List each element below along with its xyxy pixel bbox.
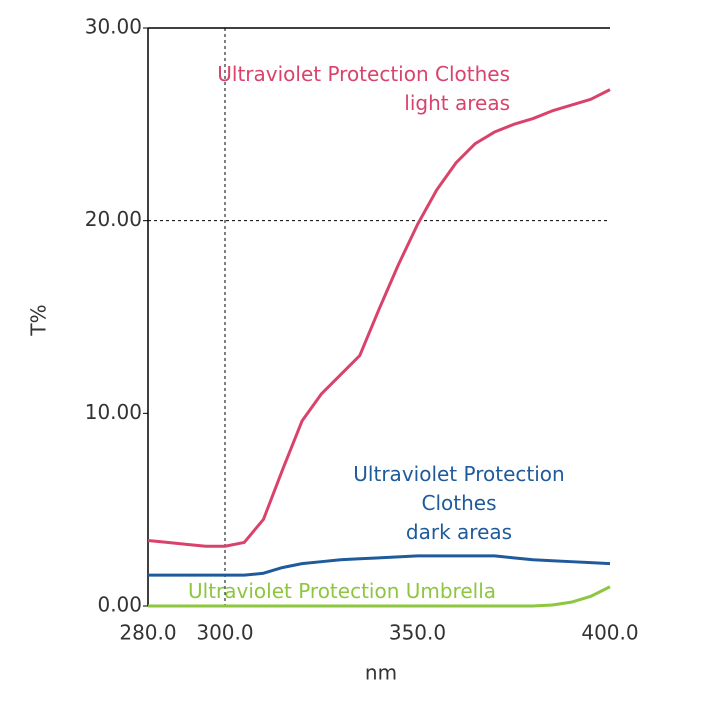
- series-line: [148, 585, 611, 608]
- series-label: Ultraviolet Protection Clothes light are…: [217, 62, 510, 115]
- y-tick-label: 0.00: [97, 593, 142, 617]
- x-tick-label: 300.0: [196, 621, 253, 645]
- series-label: Ultraviolet Protection Clothes dark area…: [353, 462, 565, 544]
- x-tick-label: 400.0: [581, 621, 638, 645]
- y-tick-label: 30.00: [85, 15, 142, 39]
- series-line: [148, 554, 611, 577]
- y-axis-label: T%: [27, 304, 51, 336]
- series-line: [147, 88, 611, 548]
- series-label: Ultraviolet Protection Umbrella: [188, 579, 497, 603]
- x-axis-label: nm: [365, 661, 397, 685]
- x-tick-label: 280.0: [119, 621, 176, 645]
- y-tick-label: 20.00: [85, 207, 142, 231]
- y-tick-label: 10.00: [85, 400, 142, 424]
- x-tick-label: 350.0: [389, 621, 446, 645]
